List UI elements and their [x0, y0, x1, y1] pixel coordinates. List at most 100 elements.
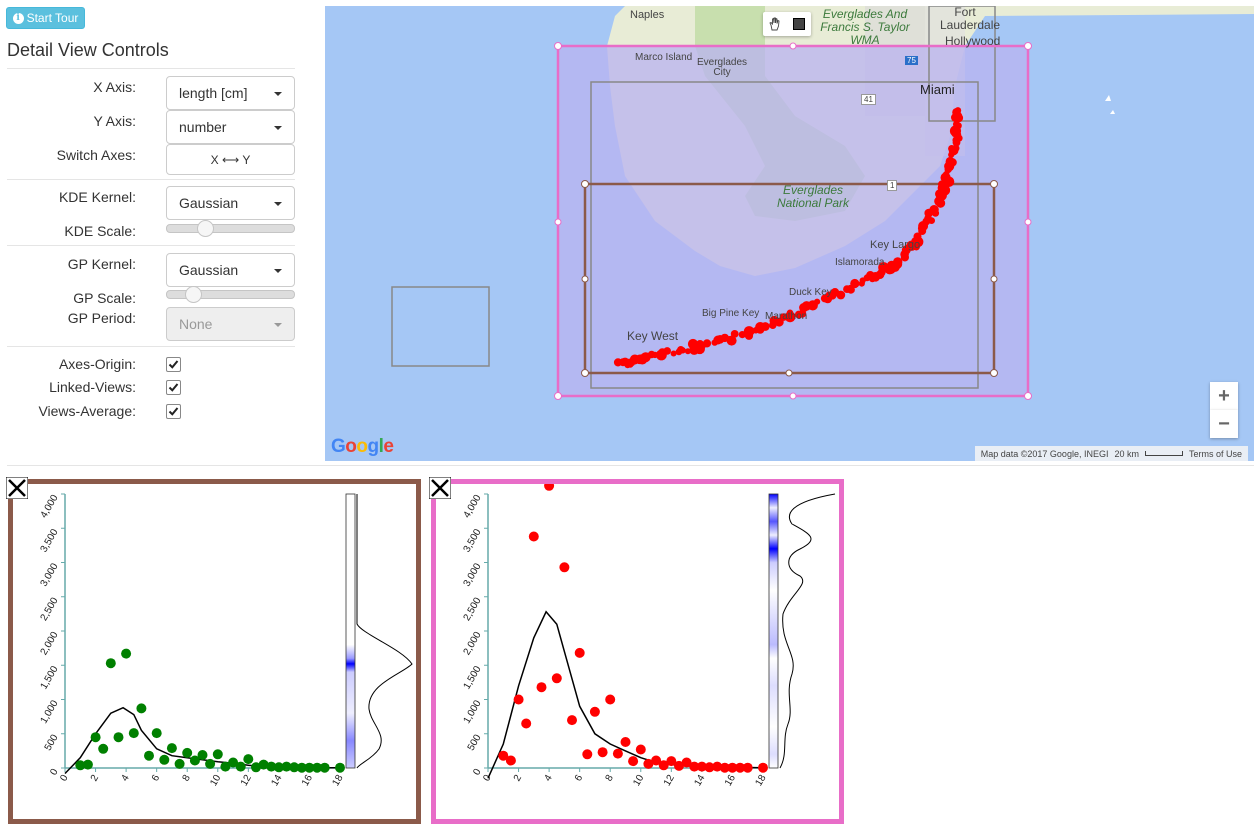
data-point [505, 755, 516, 766]
y-tick-label: 1,500 [462, 664, 484, 692]
map-label-marco: Marco Island [635, 52, 693, 63]
data-point [121, 648, 132, 659]
map-canvas[interactable] [325, 6, 1254, 461]
zoom-out-button[interactable]: − [1210, 410, 1238, 438]
start-tour-button[interactable]: i Start Tour [6, 7, 85, 29]
y-tick-label: 2,000 [462, 630, 484, 658]
y-axis-select[interactable]: number [166, 110, 295, 144]
draw-rectangle-button[interactable] [787, 12, 811, 36]
data-point [628, 756, 639, 767]
gp-scale-slider[interactable] [166, 286, 295, 303]
data-point [612, 748, 623, 759]
side-density-curve [779, 493, 836, 769]
sample-point [843, 285, 851, 293]
x-tick-label: 16 [300, 773, 315, 789]
check-icon [168, 407, 179, 416]
close-view-brown-button[interactable] [5, 476, 29, 500]
y-tick-label: 3,000 [39, 561, 61, 589]
data-point [235, 761, 246, 772]
map-label-everglades-city: Everglades City [697, 57, 748, 78]
map-label-everglades-np: Everglades National Park [776, 183, 850, 210]
gp-scale-label: GP Scale: [73, 290, 136, 306]
sample-point [784, 311, 796, 323]
y-tick-label: 4,000 [462, 493, 484, 521]
kde-kernel-label: KDE Kernel: [58, 189, 136, 205]
data-point [567, 715, 577, 726]
rectangle-icon [793, 18, 805, 30]
gray-rect-left [391, 286, 490, 367]
close-view-pink-button[interactable] [428, 476, 452, 500]
gray-rect [590, 81, 979, 389]
switch-axes-button[interactable]: X ⟷ Y [166, 144, 295, 175]
kde-kernel-select[interactable]: Gaussian [166, 186, 295, 220]
x-axis-value: length [cm] [179, 85, 248, 101]
y-tick-label: 500 [466, 732, 484, 752]
sample-point [952, 138, 961, 147]
data-point [228, 757, 239, 768]
x-axis-select[interactable]: length [cm] [166, 76, 295, 110]
chart-pink: 05001,0001,5002,0002,5003,0003,5004,0000… [462, 480, 836, 788]
y-axis-label: Y Axis: [93, 113, 136, 129]
detail-view-pink: 0 500 1,000 1,500 2,000 2,500 3,000 3,500 4,000 0… [431, 479, 844, 824]
views-average-checkbox[interactable] [166, 404, 181, 419]
gp-scale-handle[interactable] [184, 286, 202, 303]
data-point [704, 762, 715, 773]
x-tick-label: 8 [604, 773, 617, 784]
draw-toolbar [763, 12, 811, 36]
sample-point [931, 208, 939, 215]
density-colorbar [768, 493, 779, 769]
hand-icon [769, 17, 780, 31]
gp-period-select: None [166, 307, 295, 341]
x-tick-label: 0 [58, 773, 71, 784]
divider [7, 179, 295, 180]
gp-kernel-select[interactable]: Gaussian [166, 253, 295, 287]
data-point [174, 758, 185, 769]
pan-hand-button[interactable] [763, 12, 787, 36]
gp-kernel-label: GP Kernel: [67, 256, 136, 272]
sample-point [689, 345, 700, 355]
island-marks [1105, 95, 1115, 114]
linked-views-checkbox[interactable] [166, 380, 181, 395]
data-point [605, 694, 616, 705]
map-label-key-west: Key West [627, 329, 679, 343]
kde-scale-handle[interactable] [197, 220, 215, 237]
map-data-text: Map data ©2017 Google, INEGI [980, 448, 1109, 459]
x-tick-label: 2 [512, 773, 525, 784]
density-colorbar [345, 493, 356, 769]
data-point [75, 760, 86, 771]
pink-rect-handles [554, 42, 1032, 400]
x-tick-label: 12 [239, 773, 254, 789]
chart-brown: 0 500 1,000 1,500 2,000 2,500 3,000 3,500 4,000 0… [39, 493, 413, 789]
divider [7, 68, 295, 69]
kde-curve [487, 610, 764, 779]
kde-scale-slider[interactable] [166, 220, 295, 237]
switch-axes-label: Switch Axes: [56, 147, 136, 163]
y-tick-label: 2,500 [39, 595, 61, 623]
data-point [498, 750, 509, 761]
sample-point [711, 339, 718, 346]
data-point [312, 762, 323, 773]
sample-points [613, 107, 964, 369]
axes-origin-label: Axes-Origin: [58, 356, 136, 372]
data-point [166, 743, 177, 754]
map-label-islamorada: Islamorada [835, 257, 885, 268]
gp-period-value: None [179, 316, 213, 332]
divider [7, 346, 295, 347]
data-point [212, 749, 223, 760]
data-point [528, 531, 539, 542]
y-tick-label: 500 [43, 732, 61, 752]
sample-point [858, 280, 865, 287]
zoom-in-button[interactable]: + [1210, 382, 1238, 410]
map-label-duck-key: Duck Key [789, 287, 832, 298]
sample-point [794, 310, 803, 319]
info-icon: i [12, 12, 24, 24]
x-tick-label: 14 [269, 773, 284, 789]
controls-title: Detail View Controls [7, 40, 169, 60]
map-label-fort-lauderdale: Fort Lauderdale [940, 6, 1001, 32]
sample-point [954, 113, 964, 123]
divider [7, 245, 295, 246]
terms-link[interactable]: Terms of Use [1188, 448, 1242, 459]
axes-origin-checkbox[interactable] [166, 357, 181, 372]
detail-view-brown: 0 500 1,000 1,500 2,000 2,500 3,000 3,500 4,000 0… [8, 479, 421, 824]
map[interactable]: Naples Marco Island Everglades City Ever… [325, 6, 1254, 461]
